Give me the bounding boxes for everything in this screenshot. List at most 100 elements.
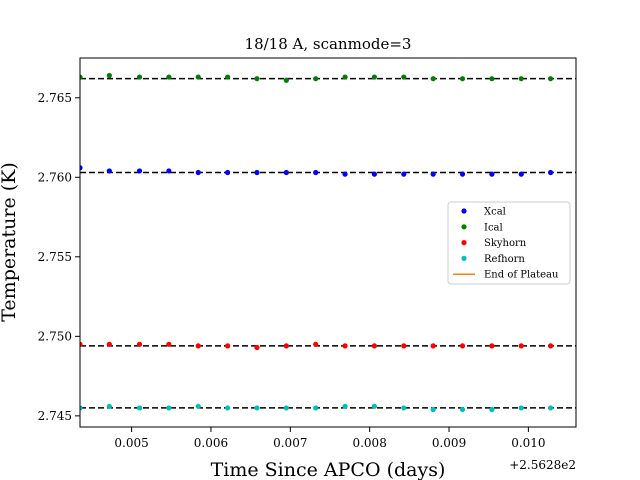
data-point-refhorn (371, 403, 378, 409)
legend-label: Xcal (484, 207, 506, 218)
legend-marker-dot (461, 208, 467, 214)
legend-marker-dot (461, 255, 467, 261)
data-point-xcal (548, 169, 554, 176)
data-point-ical (489, 76, 495, 82)
data-point-refhorn (254, 405, 260, 411)
data-point-ical (430, 76, 436, 82)
data-point-skyhorn (518, 343, 524, 349)
data-point-skyhorn (195, 343, 201, 349)
data-point-ical (136, 74, 143, 80)
data-point-skyhorn (430, 343, 436, 349)
data-point-skyhorn (106, 341, 112, 347)
data-point-ical (254, 76, 260, 82)
data-point-skyhorn (80, 341, 83, 347)
data-point-xcal (577, 170, 582, 175)
legend: Xcal Ical Skyhorn Refhorn End of Plateau (447, 201, 571, 285)
data-point-refhorn (577, 405, 582, 410)
y-axis-title: Temperature (K) (0, 162, 20, 322)
data-point-refhorn (489, 406, 495, 413)
data-point-ical (195, 74, 201, 80)
x-tick-label: 0.009 (432, 436, 466, 450)
legend-label: Ical (484, 222, 503, 233)
data-point-ical (166, 74, 172, 80)
data-point-xcal (518, 171, 524, 177)
data-point-ical (80, 74, 83, 80)
data-point-ical (548, 76, 554, 82)
data-point-xcal (371, 171, 378, 177)
x-tick-label: 0.010 (511, 436, 545, 450)
x-offset-label: +2.5628e2 (509, 458, 576, 472)
data-point-xcal (166, 168, 172, 174)
data-point-xcal (459, 171, 466, 177)
legend-label: End of Plateau (484, 270, 559, 281)
data-point-refhorn (136, 405, 143, 411)
y-tick-label: 2.745 (38, 409, 72, 423)
y-tick-label: 2.755 (38, 250, 72, 264)
legend-label: Skyhorn (484, 238, 527, 249)
chart-title: 18/18 A, scanmode=3 (245, 35, 412, 53)
data-point-skyhorn (283, 343, 289, 349)
data-point-ical (313, 76, 319, 82)
data-point-skyhorn (459, 343, 466, 349)
plot-content (80, 72, 582, 413)
data-point-ical (106, 72, 112, 79)
data-point-refhorn (518, 405, 524, 411)
data-point-skyhorn (489, 343, 495, 349)
data-point-ical (459, 76, 466, 82)
x-axis: 0.005 0.006 0.007 0.008 0.009 0.010 (114, 427, 546, 450)
x-tick-label: 0.007 (273, 436, 307, 450)
data-point-refhorn (342, 403, 348, 409)
data-point-refhorn (401, 405, 407, 411)
data-point-xcal (136, 168, 143, 174)
plot-frame (79, 57, 577, 428)
data-point-skyhorn (225, 343, 231, 349)
data-point-xcal (283, 169, 289, 176)
data-point-xcal (489, 171, 495, 177)
data-point-xcal (225, 169, 231, 176)
data-point-refhorn (166, 405, 172, 411)
data-point-skyhorn (577, 343, 582, 348)
data-point-xcal (401, 171, 407, 177)
data-point-ical (518, 76, 524, 82)
data-point-xcal (195, 169, 201, 176)
x-tick-label: 0.006 (194, 436, 228, 450)
data-point-xcal (254, 169, 260, 176)
x-tick-label: 0.005 (114, 436, 148, 450)
legend-marker-dot (461, 224, 467, 230)
y-axis: 2.745 2.750 2.755 2.760 2.765 (38, 91, 80, 423)
data-point-skyhorn (313, 341, 319, 347)
data-point-skyhorn (342, 343, 348, 349)
y-tick-label: 2.750 (38, 329, 72, 343)
data-point-ical (577, 74, 582, 79)
data-point-refhorn (225, 405, 231, 411)
x-tick-label: 0.008 (352, 436, 386, 450)
y-tick-label: 2.760 (38, 170, 72, 184)
data-point-refhorn (195, 403, 201, 409)
data-point-skyhorn (548, 343, 554, 349)
data-point-refhorn (459, 406, 466, 413)
data-point-refhorn (283, 405, 289, 411)
data-point-ical (342, 74, 348, 80)
data-point-ical (225, 74, 231, 80)
data-point-xcal (430, 171, 436, 177)
legend-label: Refhorn (484, 254, 525, 265)
data-point-skyhorn (254, 344, 260, 351)
data-point-xcal (80, 165, 83, 171)
data-point-refhorn (313, 405, 319, 411)
data-point-refhorn (106, 403, 112, 409)
y-tick-label: 2.765 (38, 91, 72, 105)
data-point-ical (401, 74, 407, 80)
legend-box (447, 201, 571, 285)
data-point-refhorn (80, 405, 83, 411)
data-point-refhorn (430, 406, 436, 413)
data-point-refhorn (548, 405, 554, 411)
x-axis-title: Time Since APCO (days) (211, 459, 446, 480)
data-point-xcal (313, 169, 319, 176)
data-point-ical (371, 74, 378, 80)
data-point-xcal (342, 171, 348, 177)
data-point-skyhorn (401, 343, 407, 349)
legend-marker-dot (461, 240, 467, 246)
data-point-skyhorn (136, 341, 143, 347)
data-point-skyhorn (166, 341, 172, 347)
